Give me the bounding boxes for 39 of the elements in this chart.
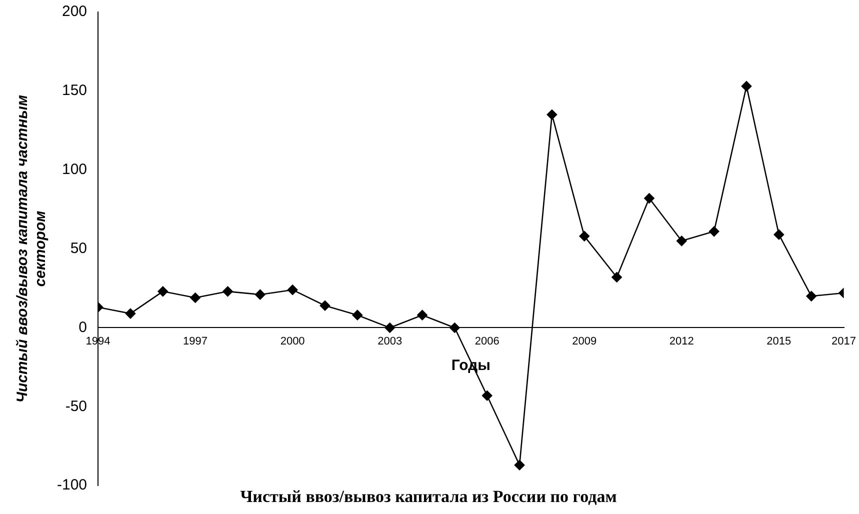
point [320, 300, 330, 311]
x-tick-label: 2012 [669, 335, 694, 348]
point [190, 292, 200, 303]
point [514, 460, 525, 470]
x-tick-label: 2015 [766, 335, 792, 348]
y-tick-label: 100 [62, 161, 88, 178]
point [741, 81, 752, 92]
point [222, 286, 233, 297]
x-tick-label: 2000 [280, 335, 305, 348]
text: Чистый ввоз/вывоз капитала из России по годам [240, 487, 618, 506]
point [287, 284, 298, 295]
y-tick-label: 50 [70, 240, 88, 257]
y-tick-label: -50 [65, 398, 88, 415]
point [254, 289, 266, 300]
x-tick-label: 2009 [572, 335, 597, 348]
x-tick-label: 2006 [474, 335, 500, 348]
point [806, 291, 816, 302]
y-tick-label: 200 [62, 3, 88, 20]
point [384, 322, 395, 333]
x-tick-label: 1997 [183, 335, 208, 348]
point [125, 308, 136, 319]
point [352, 310, 363, 320]
point [644, 193, 654, 204]
point [579, 231, 590, 242]
point [676, 236, 687, 246]
point [612, 272, 622, 282]
point [158, 286, 168, 297]
y-tick-label: 0 [78, 318, 88, 336]
y-tick-label: 150 [62, 82, 88, 100]
x-tick-label: 2003 [378, 335, 402, 348]
point [546, 109, 558, 120]
point [482, 390, 492, 401]
x-tick-label: 2017 [832, 335, 856, 348]
point [450, 322, 460, 333]
point [417, 310, 428, 320]
y-axis-title: Чистый ввоз/вывоз капитала частным сектором [14, 94, 50, 403]
point [774, 229, 784, 240]
point [708, 226, 720, 237]
y-tick-label: -100 [56, 476, 88, 494]
